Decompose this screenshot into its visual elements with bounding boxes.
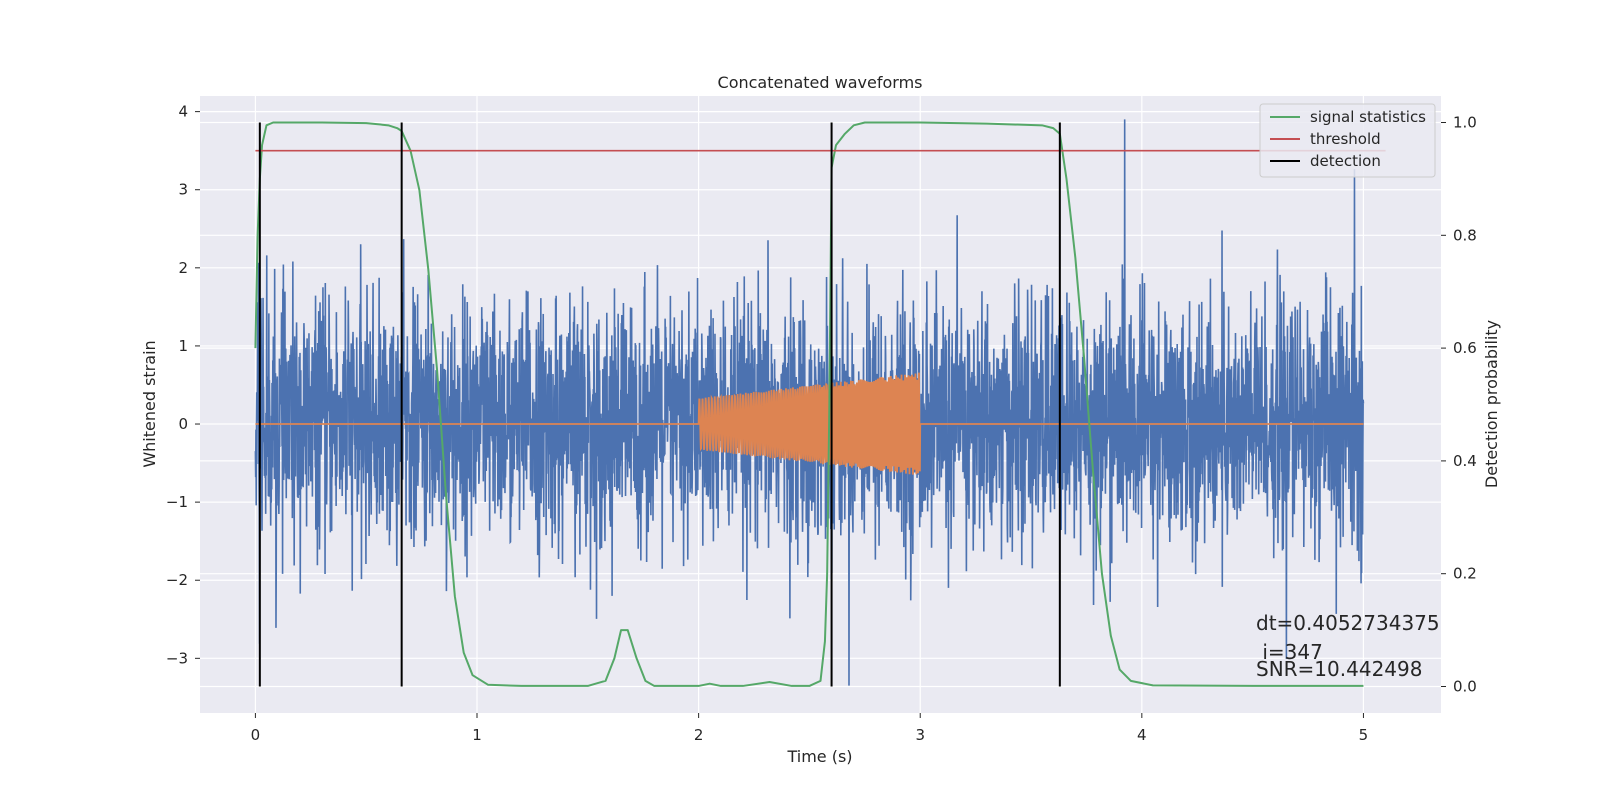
x-tick-label: 3: [915, 726, 925, 744]
y2-tick-label: 0.2: [1453, 565, 1477, 583]
noise-series: [254, 119, 1365, 686]
signal-statistics-line: [254, 121, 1364, 687]
legend-label-detection: detection: [1310, 152, 1381, 170]
y2-axis-ticks: 0.0 0.2 0.4 0.6 0.8 1.0: [1441, 114, 1477, 695]
y-tick-label: 1: [178, 337, 188, 355]
y-tick-label: 3: [178, 181, 188, 199]
y-tick-label: 4: [178, 103, 188, 121]
annotation-snr: SNR=10.442498: [1256, 657, 1422, 681]
x-tick-label: 2: [694, 726, 704, 744]
x-axis-label: Time (s): [786, 747, 852, 766]
x-tick-label: 1: [472, 726, 482, 744]
injection-series: [255, 372, 1364, 475]
y2-axis-label: Detection probability: [1482, 320, 1501, 488]
legend-box: [1259, 103, 1436, 178]
y-tick-label: 2: [178, 259, 188, 277]
x-tick-label: 4: [1137, 726, 1147, 744]
detection-series: [258, 122, 1061, 687]
y-tick-label: −1: [166, 493, 188, 511]
injection-line: [255, 372, 1364, 475]
x-tick-label: 0: [251, 726, 261, 744]
series-group: [254, 119, 1386, 687]
y2-tick-label: 1.0: [1453, 114, 1477, 132]
legend-label-signal-statistics: signal statistics: [1310, 108, 1426, 126]
legend-label-threshold: threshold: [1310, 130, 1381, 148]
y2-tick-label: 0.8: [1453, 226, 1477, 244]
y2-tick-label: 0.0: [1453, 677, 1477, 695]
y-tick-label: 0: [178, 415, 188, 433]
y2-tick-label: 0.6: [1453, 339, 1477, 357]
x-axis-ticks: 0 1 2 3 4 5: [251, 713, 1369, 744]
signal-statistics-series: [254, 121, 1364, 687]
y-tick-label: −2: [166, 571, 188, 589]
noise-line: [254, 119, 1365, 686]
y-axis-label: Whitened strain: [140, 340, 159, 467]
annotation-index: i=347: [1256, 640, 1323, 664]
y2-tick-label: 0.4: [1453, 452, 1477, 470]
y-axis-ticks: −3 −2 −1 0 1 2 3 4: [166, 103, 200, 667]
annotation-dt: dt=0.4052734375: [1256, 611, 1440, 635]
x-tick-label: 5: [1359, 726, 1369, 744]
y-tick-label: −3: [166, 649, 188, 667]
chart-title: Concatenated waveforms: [718, 73, 923, 92]
legend: signal statistics threshold detection: [1259, 103, 1436, 178]
